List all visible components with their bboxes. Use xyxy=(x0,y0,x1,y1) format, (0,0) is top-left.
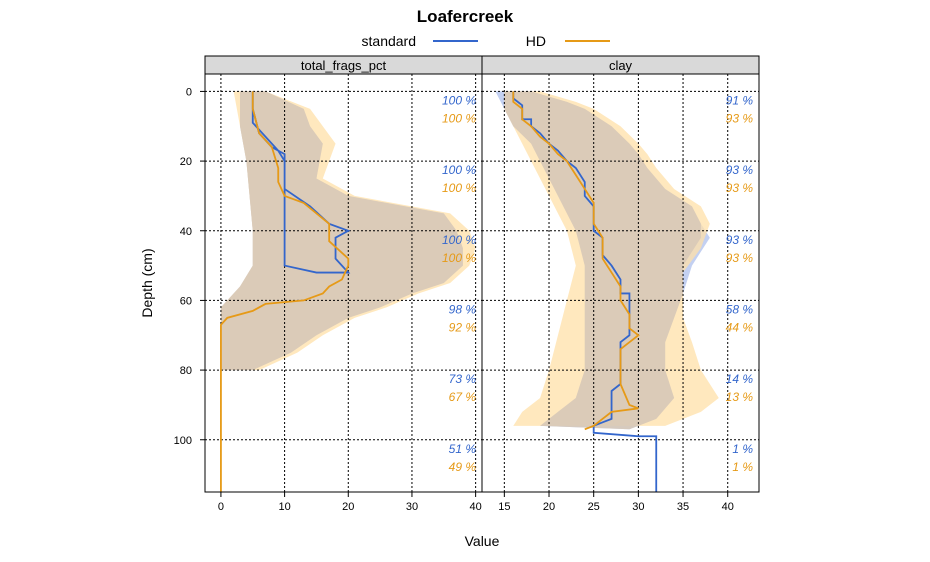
pct-label-standard-clay-100: 1 % xyxy=(732,442,753,456)
x-tick-label-total-frags-pct-10: 10 xyxy=(278,501,290,513)
x-tick-label-clay-35: 35 xyxy=(677,501,689,513)
x-axis-title: Value xyxy=(465,533,500,549)
pct-label-hd-clay-20: 93 % xyxy=(726,181,754,195)
x-tick-label-total-frags-pct-0: 0 xyxy=(218,501,224,513)
pct-label-standard-total-frags-pct-0: 100 % xyxy=(442,93,476,107)
y-tick-label-20: 20 xyxy=(180,156,192,168)
panel-total-frags-pct: total_frags_pct 100 %100 %100 %100 %100 … xyxy=(204,55,483,493)
pct-label-standard-total-frags-pct-80: 73 % xyxy=(449,372,477,386)
pct-label-hd-clay-80: 13 % xyxy=(726,390,754,404)
pct-label-hd-clay-60: 44 % xyxy=(726,320,754,334)
panel-content-clay: 91 % 93 % 93 % 93 % 93 % 93 % 58 % 44 % 14 % 13 %… xyxy=(482,74,759,492)
pct-label-standard-total-frags-pct-20: 100 % xyxy=(442,163,476,177)
y-tick-label-80: 80 xyxy=(180,365,192,377)
pct-label-standard-total-frags-pct-100: 51 % xyxy=(449,442,477,456)
y-axis-title: Depth (cm) xyxy=(139,248,155,317)
pct-label-hd-total-frags-pct-60: 92 % xyxy=(449,320,477,334)
pct-label-hd-total-frags-pct-80: 67 % xyxy=(449,390,477,404)
y-tick-label-100: 100 xyxy=(174,435,192,447)
y-tick-label-60: 60 xyxy=(180,295,192,307)
panel-frame-clay xyxy=(481,73,760,493)
pct-label-standard-clay-60: 58 % xyxy=(726,302,754,316)
series-line-hd-clay xyxy=(512,91,640,431)
pct-label-standard-total-frags-pct-40: 100 % xyxy=(442,233,476,247)
x-tick-label-total-frags-pct-20: 20 xyxy=(342,501,354,513)
pct-label-standard-total-frags-pct-60: 98 % xyxy=(449,302,477,316)
pct-label-hd-total-frags-pct-0: 100 % xyxy=(442,111,476,125)
series-line-hd-total-frags-pct xyxy=(220,91,350,492)
x-axes: 0 10 20 30 40 15 20 25 30 35 40 xyxy=(218,492,734,513)
pct-label-standard-clay-0: 91 % xyxy=(726,93,754,107)
y-tick-label-0: 0 xyxy=(186,86,192,98)
x-tick-label-total-frags-pct-30: 30 xyxy=(406,501,418,513)
pct-label-hd-clay-40: 93 % xyxy=(726,251,754,265)
y-axis: 0 20 40 60 80 100 xyxy=(174,86,205,447)
pct-label-hd-clay-100: 1 % xyxy=(732,460,753,474)
x-tick-label-clay-15: 15 xyxy=(498,501,510,513)
pct-label-standard-clay-80: 14 % xyxy=(726,372,754,386)
pct-label-standard-clay-40: 93 % xyxy=(726,233,754,247)
pct-label-hd-clay-0: 93 % xyxy=(726,111,754,125)
panel-clay: clay 91 % 93 % 93 % 93 % 93 % 93 % 58 % 44 % 14 … xyxy=(481,55,760,493)
legend-label-standard: standard xyxy=(362,33,416,49)
band-overlap-clay xyxy=(504,91,701,430)
panel-content-total-frags-pct: 100 % 100 % 100 % 100 % 100 % 100 % 98 % 92 % 73… xyxy=(205,74,482,492)
x-tick-label-clay-25: 25 xyxy=(588,501,600,513)
pct-label-hd-total-frags-pct-40: 100 % xyxy=(442,251,476,265)
pct-label-standard-clay-20: 93 % xyxy=(726,163,754,177)
strip-label-clay: clay xyxy=(609,58,633,73)
x-tick-label-clay-30: 30 xyxy=(632,501,644,513)
pct-label-hd-total-frags-pct-20: 100 % xyxy=(442,181,476,195)
x-tick-label-clay-40: 40 xyxy=(722,501,734,513)
x-tick-label-total-frags-pct-40: 40 xyxy=(470,501,482,513)
strip-label-total-frags-pct: total_frags_pct xyxy=(301,58,387,73)
y-tick-label-40: 40 xyxy=(180,226,192,238)
chart-title: Loafercreek xyxy=(417,7,514,26)
x-tick-label-clay-20: 20 xyxy=(543,501,555,513)
legend-label-hd: HD xyxy=(526,33,546,49)
legend: standard HD xyxy=(362,33,610,49)
pct-label-hd-total-frags-pct-100: 49 % xyxy=(449,460,477,474)
